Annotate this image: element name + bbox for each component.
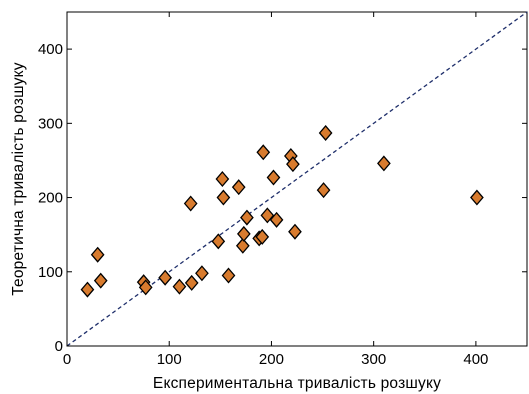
- data-point: [184, 274, 199, 291]
- data-point: [195, 265, 209, 282]
- data-point: [158, 269, 172, 286]
- data-point: [138, 279, 153, 296]
- y-tick-label: 200: [38, 190, 63, 207]
- ticks-layer: 0 100 200 300 400 0 100 200 300 400: [38, 12, 527, 368]
- x-tick-label: 300: [361, 351, 386, 368]
- points-layer: [80, 124, 484, 298]
- data-point: [93, 272, 108, 289]
- data-point: [235, 237, 250, 254]
- data-point: [240, 209, 254, 226]
- y-tick-label: 0: [55, 338, 63, 355]
- y-axis-label: Теоретична тривалість розшуку: [10, 62, 27, 296]
- y-tick-label: 100: [38, 264, 63, 281]
- data-point: [269, 211, 284, 228]
- data-point: [80, 281, 95, 298]
- data-point: [318, 124, 333, 141]
- data-point: [172, 278, 187, 295]
- x-tick-label: 200: [259, 351, 284, 368]
- x-tick-label: 400: [463, 351, 488, 368]
- data-point: [231, 179, 246, 196]
- y-tick-label: 400: [38, 41, 63, 58]
- x-tick-label: 0: [63, 351, 71, 368]
- data-point: [316, 182, 331, 199]
- x-axis-label: Експериментальна тривалість розшуку: [153, 375, 441, 392]
- data-point: [377, 155, 391, 172]
- data-point: [286, 156, 300, 173]
- data-point: [266, 169, 281, 186]
- data-point: [216, 189, 231, 206]
- data-point: [211, 233, 226, 250]
- y-tick-label: 300: [38, 115, 63, 132]
- data-point: [90, 246, 105, 263]
- data-point: [215, 171, 230, 187]
- data-point: [221, 267, 236, 284]
- x-tick-label: 100: [157, 351, 182, 368]
- data-point: [288, 223, 302, 240]
- data-point: [260, 207, 275, 224]
- data-point: [236, 225, 251, 242]
- data-point: [470, 189, 484, 206]
- data-point: [183, 195, 198, 212]
- data-point: [255, 228, 270, 245]
- data-point: [256, 144, 271, 161]
